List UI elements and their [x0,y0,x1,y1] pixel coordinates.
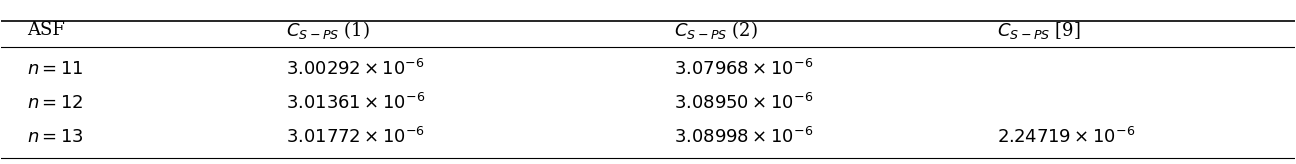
Text: $3.01772 \times 10^{-6}$: $3.01772 \times 10^{-6}$ [286,127,425,147]
Text: $2.24719 \times 10^{-6}$: $2.24719 \times 10^{-6}$ [997,127,1135,147]
Text: $C_{S-PS}$ [9]: $C_{S-PS}$ [9] [997,20,1081,41]
Text: $3.07968 \times 10^{-6}$: $3.07968 \times 10^{-6}$ [674,59,813,79]
Text: $3.00292 \times 10^{-6}$: $3.00292 \times 10^{-6}$ [286,59,425,79]
Text: $3.08950 \times 10^{-6}$: $3.08950 \times 10^{-6}$ [674,93,813,113]
Text: $3.01361 \times 10^{-6}$: $3.01361 \times 10^{-6}$ [286,93,425,113]
Text: $n = 11$: $n = 11$ [27,60,84,78]
Text: $n = 12$: $n = 12$ [27,94,84,112]
Text: $C_{S-PS}$ (1): $C_{S-PS}$ (1) [286,19,369,41]
Text: $C_{S-PS}$ (2): $C_{S-PS}$ (2) [674,19,758,41]
Text: $n = 13$: $n = 13$ [27,128,84,146]
Text: ASF: ASF [27,21,65,39]
Text: $3.08998 \times 10^{-6}$: $3.08998 \times 10^{-6}$ [674,127,813,147]
